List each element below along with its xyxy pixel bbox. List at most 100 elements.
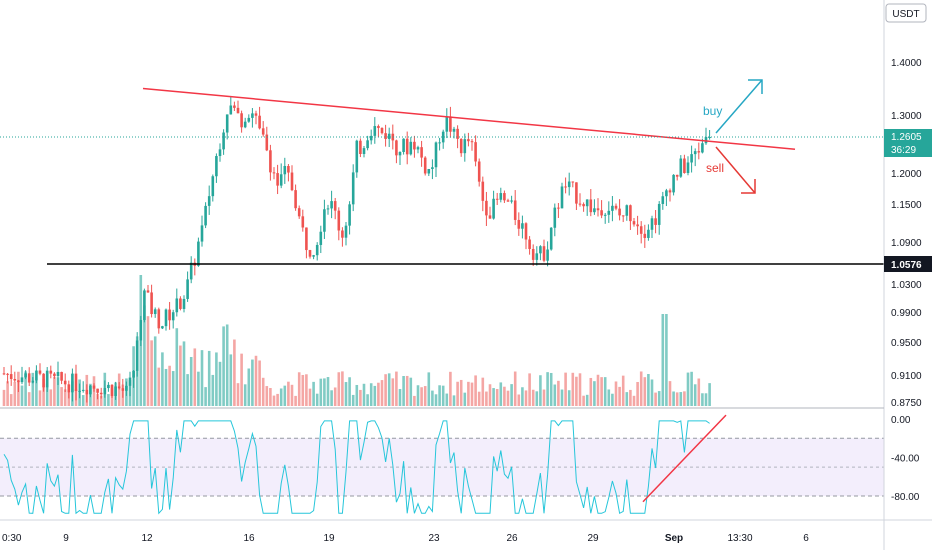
volume-bar: [9, 394, 13, 406]
candle-body: [636, 224, 639, 227]
candle-body: [686, 162, 690, 174]
candle-body: [362, 148, 366, 154]
candle-body: [326, 208, 330, 210]
volume-bar: [157, 367, 161, 406]
volume-bar: [38, 390, 42, 406]
candle-body: [449, 116, 452, 132]
candle-body: [74, 373, 78, 391]
candle-body: [510, 200, 513, 202]
volume-bar: [683, 391, 686, 406]
candle-body: [355, 140, 359, 173]
candle-body: [49, 370, 53, 374]
volume-bar: [153, 336, 157, 406]
volume-bar: [315, 393, 319, 406]
candle-body: [420, 147, 423, 158]
volume-bar: [42, 378, 45, 406]
candle-body: [438, 142, 441, 144]
candle-body: [553, 207, 557, 228]
candle-body: [708, 137, 711, 138]
candle-body: [20, 377, 24, 383]
volume-bar: [578, 373, 582, 406]
volume-bar: [679, 392, 683, 406]
candle-body: [114, 386, 117, 397]
volume-bar: [60, 387, 63, 406]
volume-bar: [582, 395, 585, 406]
volume-bar: [362, 383, 366, 406]
candle-body: [632, 221, 636, 225]
volume-bar: [434, 394, 438, 406]
volume-bar: [294, 395, 297, 406]
candle-body: [265, 134, 269, 151]
candle-body: [27, 373, 31, 383]
time-tick-label: Sep: [665, 533, 683, 544]
last-price-label-bg: [884, 129, 932, 157]
candle-body: [344, 225, 348, 238]
volume-bar: [452, 395, 456, 406]
candle-body: [315, 244, 319, 256]
candle-body: [218, 149, 222, 157]
oscillator-trendline: [642, 414, 727, 503]
volume-bar: [81, 395, 85, 406]
volume-bar: [513, 371, 517, 406]
volume-bar: [693, 384, 697, 406]
volume-bar: [495, 389, 499, 406]
candle-body: [654, 218, 657, 225]
candle-body: [387, 133, 391, 139]
price-tick-label: 1.4000: [891, 58, 922, 69]
candle-body: [683, 158, 686, 174]
candle-body: [222, 132, 225, 150]
candle-body: [575, 182, 578, 204]
volume-bar: [218, 361, 222, 406]
candle-body: [481, 181, 485, 201]
volume-bar: [344, 382, 348, 406]
candle-body: [391, 133, 395, 141]
candle-body: [603, 214, 607, 216]
candle-body: [470, 141, 474, 143]
volume-bar: [45, 383, 49, 406]
resistance-trendline: [142, 87, 796, 150]
volume-bar: [596, 374, 600, 406]
candle-body: [524, 223, 528, 240]
candle-body: [690, 154, 693, 163]
volume-bar: [409, 377, 413, 406]
candle-body: [272, 172, 276, 174]
candle-body: [582, 204, 585, 207]
volume-bar: [607, 389, 611, 406]
volume-bar: [215, 352, 218, 406]
candle-body: [395, 140, 398, 156]
candle-body: [488, 215, 492, 219]
volume-bar: [593, 381, 596, 406]
volume-bar: [366, 394, 369, 406]
candle-body: [593, 208, 596, 213]
candle-body: [701, 143, 704, 153]
candle-body: [441, 131, 445, 143]
volume-bar: [665, 314, 668, 406]
volume-bar: [391, 378, 395, 406]
price-tick-label: 0.9100: [891, 371, 922, 382]
candle-body: [153, 309, 157, 315]
volume-bar: [701, 393, 704, 406]
candle-body: [319, 231, 323, 245]
candle-body: [434, 142, 438, 168]
volume-bar: [261, 377, 265, 406]
candle-body: [416, 147, 420, 150]
volume-bar: [222, 326, 225, 406]
candle-body: [283, 165, 287, 175]
volume-bar: [621, 375, 625, 406]
support-label: 1.0576: [891, 260, 922, 271]
volume-bar: [377, 382, 380, 406]
volume-bar: [265, 386, 269, 406]
currency-label: USDT: [892, 9, 919, 20]
volume-bar: [283, 385, 287, 406]
volume-bar: [438, 385, 441, 406]
volume-bar: [553, 384, 557, 406]
candle-body: [679, 158, 683, 177]
volume-bar: [63, 389, 67, 406]
candle-body: [456, 128, 459, 139]
volume-bar: [686, 372, 690, 406]
candle-body: [474, 142, 477, 162]
time-tick-label: 23: [428, 533, 440, 544]
candle-body: [589, 199, 593, 213]
